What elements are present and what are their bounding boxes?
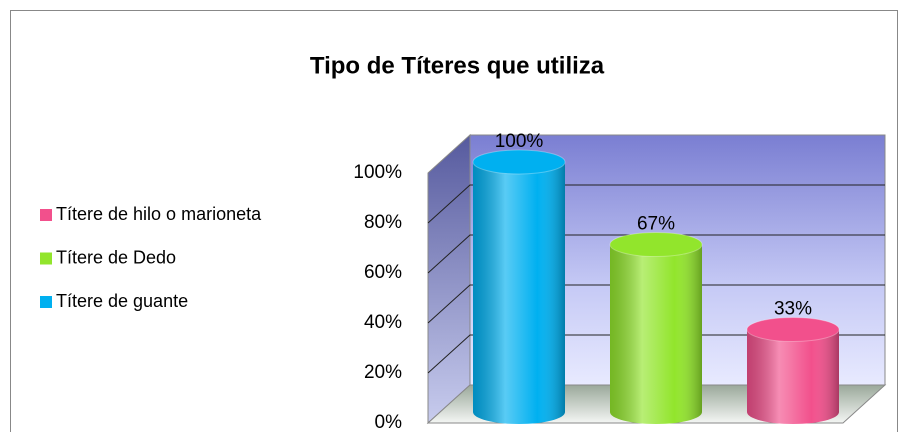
legend-label: Títere de Dedo <box>56 247 176 267</box>
grid-line <box>427 284 885 324</box>
legend-swatch <box>40 252 52 265</box>
legend-label: Títere de guante <box>56 291 188 311</box>
y-tick-label: 20% <box>364 362 402 383</box>
value-label: 100% <box>495 131 544 152</box>
y-tick-label: 80% <box>364 212 402 233</box>
grid-line <box>427 334 885 374</box>
grid-line <box>427 184 885 224</box>
bar-shade <box>473 162 565 424</box>
grid-line <box>427 234 885 274</box>
value-label: 33% <box>774 299 812 320</box>
value-label: 67% <box>637 214 675 235</box>
y-tick-label: 40% <box>364 312 402 333</box>
bar-top <box>609 232 703 257</box>
bar-shade <box>610 244 702 424</box>
bar-top <box>746 317 840 342</box>
bar-top <box>472 149 566 175</box>
y-tick-label: 60% <box>364 262 402 283</box>
chart-title: Tipo de Títeres que utiliza <box>310 52 605 79</box>
y-tick-label: 0% <box>375 412 403 432</box>
bar-shade <box>747 329 839 424</box>
side-wall <box>427 133 471 425</box>
legend-swatch <box>40 296 52 308</box>
legend-label: Títere de hilo o marioneta <box>56 204 262 224</box>
legend-swatch <box>40 209 52 221</box>
y-tick-label: 100% <box>353 162 402 183</box>
